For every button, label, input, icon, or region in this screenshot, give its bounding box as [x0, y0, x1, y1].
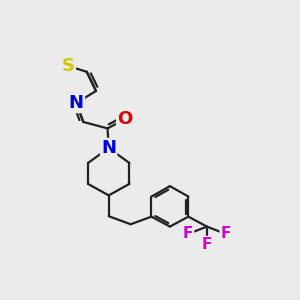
Text: F: F [183, 226, 193, 242]
Text: S: S [62, 57, 75, 75]
Text: N: N [69, 94, 84, 112]
Text: F: F [202, 237, 212, 252]
Text: N: N [101, 139, 116, 157]
Text: F: F [220, 226, 231, 242]
Text: O: O [117, 110, 133, 128]
